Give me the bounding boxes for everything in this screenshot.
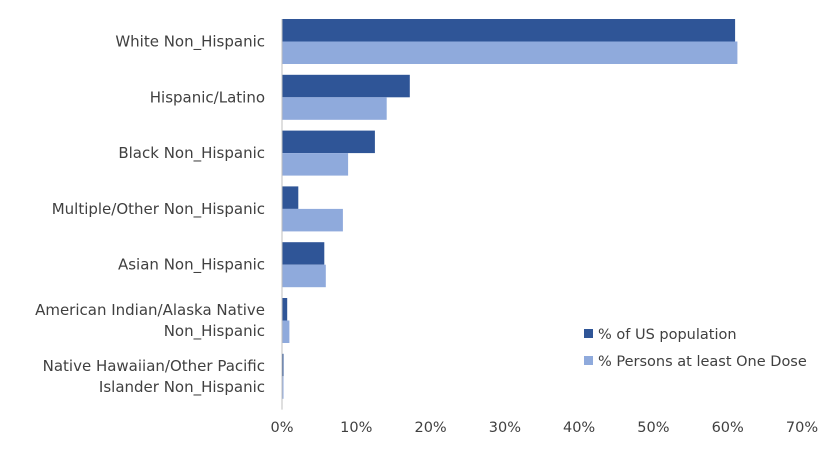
category-label: Hispanic/Latino — [150, 88, 265, 106]
bar-one-dose-1 — [282, 97, 387, 120]
x-tick-label: 40% — [563, 420, 595, 436]
category-labels: White Non_Hispanic Hispanic/Latino Black N… — [35, 33, 265, 397]
legend-label: % of US population — [598, 327, 737, 343]
bar-one-dose-0 — [282, 41, 738, 64]
bar-one-dose-6 — [282, 376, 284, 399]
x-tick-label: 70% — [786, 420, 818, 436]
bar-us-population-5 — [282, 298, 288, 321]
x-tick-label: 20% — [414, 420, 446, 436]
bar-us-population-1 — [282, 74, 410, 98]
bar-us-population-2 — [282, 130, 375, 154]
bar-us-population-3 — [282, 186, 299, 209]
bar-one-dose-5 — [282, 320, 290, 343]
legend: % of US population % Persons at least One… — [584, 327, 807, 370]
bar-one-dose-4 — [282, 264, 326, 288]
legend-swatch — [584, 356, 593, 365]
x-tick-labels: 0% 10% 20% 30% 40% 50% 60% 70% — [270, 420, 818, 436]
bar-us-population-4 — [282, 242, 325, 265]
x-tick-label: 10% — [340, 420, 372, 436]
category-label: Black Non_Hispanic — [118, 144, 265, 163]
x-tick-label: 0% — [270, 420, 293, 436]
x-tick-label: 30% — [489, 420, 521, 436]
category-label: Asian Non_Hispanic — [118, 256, 265, 275]
category-label: Islander Non_Hispanic — [99, 378, 265, 397]
x-tick-label: 50% — [637, 420, 669, 436]
category-label: Non_Hispanic — [164, 322, 265, 341]
category-label: American Indian/Alaska Native — [35, 301, 265, 319]
legend-swatch — [584, 329, 593, 338]
bar-us-population-0 — [282, 19, 736, 42]
category-label: Native Hawaiian/Other Pacific — [43, 357, 265, 375]
legend-label: % Persons at least One Dose — [598, 354, 807, 370]
category-label: White Non_Hispanic — [115, 33, 265, 52]
bar-one-dose-3 — [282, 208, 343, 232]
x-tick-label: 60% — [712, 420, 744, 436]
bars-group — [282, 19, 738, 399]
category-label: Multiple/Other Non_Hispanic — [52, 200, 265, 219]
bar-one-dose-2 — [282, 153, 349, 176]
bar-us-population-6 — [282, 353, 284, 377]
